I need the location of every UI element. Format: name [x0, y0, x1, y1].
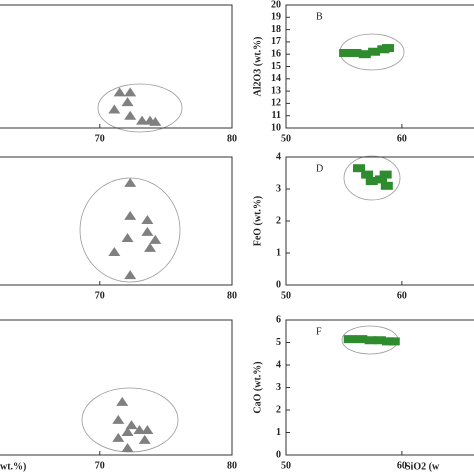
x-tick-label: 50	[281, 133, 291, 144]
y-tick-label: 20	[271, 0, 281, 10]
y-tick-label: 2	[276, 215, 281, 226]
point	[380, 181, 393, 190]
point	[149, 234, 162, 244]
point	[149, 116, 162, 126]
y-tick-label: 2	[276, 404, 281, 415]
point	[112, 432, 125, 442]
x-tick-label: 50	[281, 290, 291, 301]
point	[124, 210, 137, 220]
plot-frame	[0, 4, 233, 129]
point	[355, 335, 368, 344]
point	[144, 242, 157, 252]
group-ellipse	[343, 155, 401, 201]
point	[108, 104, 121, 114]
y-axis-label: CaO (wt.%)	[252, 361, 263, 413]
x-tick-label: 60	[397, 460, 407, 471]
y-tick-label: 3	[276, 183, 281, 194]
point	[364, 336, 377, 345]
point	[368, 47, 381, 56]
group-ellipse	[97, 83, 183, 133]
point	[124, 270, 137, 280]
point	[381, 44, 394, 53]
point	[141, 226, 154, 236]
y-tick-label: 12	[271, 98, 281, 109]
x-tick-label: 50	[281, 460, 291, 471]
y-tick-label: 0	[276, 449, 281, 460]
point	[349, 48, 362, 57]
point	[121, 443, 134, 453]
y-axis-label: FeO (wt.%)	[252, 196, 263, 247]
x-tick-label: 80	[227, 133, 237, 144]
point	[136, 115, 149, 125]
point	[121, 427, 134, 437]
point	[116, 396, 129, 406]
y-tick-label: 1	[276, 427, 281, 438]
y-tick-label: 15	[271, 61, 281, 72]
y-tick-label: 19	[271, 12, 281, 23]
point	[113, 87, 126, 97]
point	[121, 232, 134, 242]
point	[339, 48, 352, 57]
y-tick-label: 4	[276, 151, 281, 162]
point	[138, 434, 151, 444]
point	[141, 215, 154, 225]
x-tick-label: 70	[95, 290, 105, 301]
x-tick-label: 70	[95, 133, 105, 144]
x-tick-label: 60	[397, 290, 407, 301]
plot-frame	[0, 156, 233, 286]
point	[124, 177, 137, 187]
plot-frame	[0, 319, 233, 456]
plot-frame	[285, 4, 474, 129]
group-ellipse	[81, 387, 179, 453]
y-tick-label: 18	[271, 24, 281, 35]
panel-label: D	[316, 163, 323, 174]
point	[373, 336, 386, 345]
point	[379, 170, 392, 179]
y-tick-label: 13	[271, 85, 281, 96]
y-tick-label: 1	[276, 247, 281, 258]
point	[375, 175, 388, 184]
x-tick-label: 70	[95, 460, 105, 471]
point	[387, 337, 400, 346]
y-tick-label: 0	[276, 279, 281, 290]
point	[141, 425, 154, 435]
point	[361, 170, 374, 179]
point	[124, 87, 137, 97]
y-tick-label: 5	[276, 337, 281, 348]
panel-label: F	[316, 326, 322, 337]
y-axis-label: Al2O3 (wt.%)	[252, 37, 263, 97]
y-tick-label: 3	[276, 382, 281, 393]
x-tick-label: 60	[397, 133, 407, 144]
point	[353, 164, 366, 173]
panel-label: B	[316, 11, 323, 22]
x-axis-label: wt.%)	[0, 461, 26, 472]
point	[358, 50, 371, 59]
group-ellipse	[79, 177, 181, 283]
point	[125, 420, 138, 430]
point	[365, 177, 378, 185]
point	[112, 414, 125, 424]
y-tick-label: 14	[271, 73, 281, 84]
y-tick-label: 11	[272, 110, 281, 121]
y-tick-label: 4	[276, 359, 281, 370]
point	[124, 110, 137, 120]
y-tick-label: 17	[271, 36, 281, 47]
x-axis-label: SiO2 (w	[405, 461, 440, 472]
y-tick-label: 16	[271, 48, 281, 59]
point	[108, 247, 121, 257]
point	[121, 97, 134, 107]
x-tick-label: 80	[227, 460, 237, 471]
x-tick-label: 80	[227, 290, 237, 301]
y-tick-label: 6	[276, 314, 281, 325]
point	[133, 425, 146, 435]
y-tick-label: 10	[271, 122, 281, 133]
point	[343, 335, 356, 344]
